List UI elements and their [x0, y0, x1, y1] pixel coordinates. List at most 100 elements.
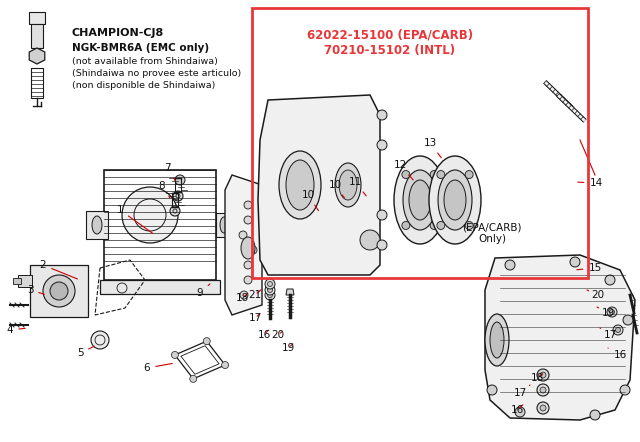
Text: 14: 14: [578, 178, 603, 188]
Text: 19: 19: [282, 343, 294, 353]
Circle shape: [244, 261, 252, 269]
Circle shape: [402, 221, 410, 229]
Circle shape: [244, 276, 252, 284]
Ellipse shape: [279, 151, 321, 219]
Text: Only): Only): [478, 234, 506, 244]
Circle shape: [605, 275, 615, 285]
Circle shape: [377, 240, 387, 250]
Ellipse shape: [409, 180, 431, 220]
Circle shape: [239, 231, 247, 239]
Text: 3: 3: [27, 285, 44, 295]
Circle shape: [570, 257, 580, 267]
Text: 7: 7: [164, 163, 175, 181]
Bar: [104, 170, 216, 280]
Text: 12: 12: [394, 160, 413, 180]
Circle shape: [204, 338, 210, 345]
Circle shape: [175, 175, 185, 185]
Text: 21: 21: [248, 290, 262, 300]
Ellipse shape: [339, 170, 357, 200]
Text: 2: 2: [40, 260, 77, 279]
Polygon shape: [485, 255, 635, 420]
Ellipse shape: [241, 237, 255, 259]
Text: 8: 8: [159, 181, 170, 198]
Circle shape: [249, 246, 257, 254]
Ellipse shape: [485, 314, 509, 366]
Text: 17: 17: [513, 385, 530, 398]
Circle shape: [50, 282, 68, 300]
Bar: [216, 213, 232, 237]
Circle shape: [465, 221, 473, 229]
Circle shape: [172, 351, 179, 358]
Text: 18: 18: [531, 373, 543, 383]
Circle shape: [620, 385, 630, 395]
Bar: [29, 12, 45, 24]
Circle shape: [437, 171, 445, 179]
Text: 16: 16: [510, 405, 524, 415]
Circle shape: [607, 307, 617, 317]
Circle shape: [437, 221, 445, 229]
Ellipse shape: [403, 170, 437, 230]
Text: 16: 16: [257, 330, 271, 340]
Ellipse shape: [92, 216, 102, 234]
Bar: [13, 278, 21, 284]
Circle shape: [265, 279, 275, 289]
Circle shape: [430, 171, 438, 179]
Circle shape: [122, 187, 178, 243]
Ellipse shape: [444, 180, 466, 220]
Bar: [31, 68, 43, 98]
Text: 11: 11: [348, 177, 366, 196]
Circle shape: [265, 285, 275, 295]
Circle shape: [609, 309, 614, 315]
Text: 62022-15100 (EPA/CARB): 62022-15100 (EPA/CARB): [307, 28, 473, 41]
Circle shape: [265, 290, 275, 300]
Text: 15: 15: [577, 263, 602, 273]
Circle shape: [240, 291, 248, 299]
Ellipse shape: [394, 156, 446, 244]
Text: 70210-15102 (INTL): 70210-15102 (INTL): [324, 44, 456, 57]
Circle shape: [173, 191, 183, 201]
Text: 10: 10: [328, 180, 344, 198]
Circle shape: [268, 287, 273, 293]
Circle shape: [377, 140, 387, 150]
Circle shape: [623, 315, 633, 325]
Circle shape: [377, 210, 387, 220]
Ellipse shape: [286, 160, 314, 210]
Text: 4: 4: [6, 325, 25, 335]
Ellipse shape: [220, 217, 228, 233]
Text: (Shindaiwa no provee este articulo): (Shindaiwa no provee este articulo): [72, 69, 241, 78]
Circle shape: [613, 325, 623, 335]
Circle shape: [505, 260, 515, 270]
Text: NGK-BMR6A (EMC only): NGK-BMR6A (EMC only): [72, 43, 209, 53]
Circle shape: [537, 384, 549, 396]
Text: (EPA/CARB): (EPA/CARB): [462, 222, 522, 232]
Circle shape: [268, 282, 273, 286]
Circle shape: [537, 369, 549, 381]
Text: (not available from Shindaiwa): (not available from Shindaiwa): [72, 57, 218, 66]
Text: 9: 9: [196, 284, 210, 298]
Circle shape: [590, 410, 600, 420]
Text: 13: 13: [424, 138, 442, 158]
Circle shape: [170, 206, 180, 216]
Circle shape: [402, 171, 410, 179]
Bar: [31, 24, 43, 48]
Text: 20: 20: [587, 290, 605, 300]
Text: 18: 18: [236, 293, 248, 303]
Circle shape: [377, 110, 387, 120]
Circle shape: [221, 362, 228, 369]
Circle shape: [91, 331, 109, 349]
Circle shape: [430, 221, 438, 229]
Bar: [100, 280, 220, 294]
Circle shape: [540, 372, 546, 378]
Circle shape: [540, 387, 546, 393]
Ellipse shape: [335, 163, 361, 207]
Circle shape: [360, 230, 380, 250]
Bar: [86, 211, 108, 239]
Text: 16: 16: [608, 348, 627, 360]
Text: 1: 1: [116, 205, 153, 233]
Polygon shape: [258, 95, 380, 275]
Circle shape: [43, 275, 75, 307]
Circle shape: [540, 405, 546, 411]
Ellipse shape: [429, 156, 481, 244]
Polygon shape: [286, 289, 294, 295]
Text: 20: 20: [271, 330, 285, 340]
